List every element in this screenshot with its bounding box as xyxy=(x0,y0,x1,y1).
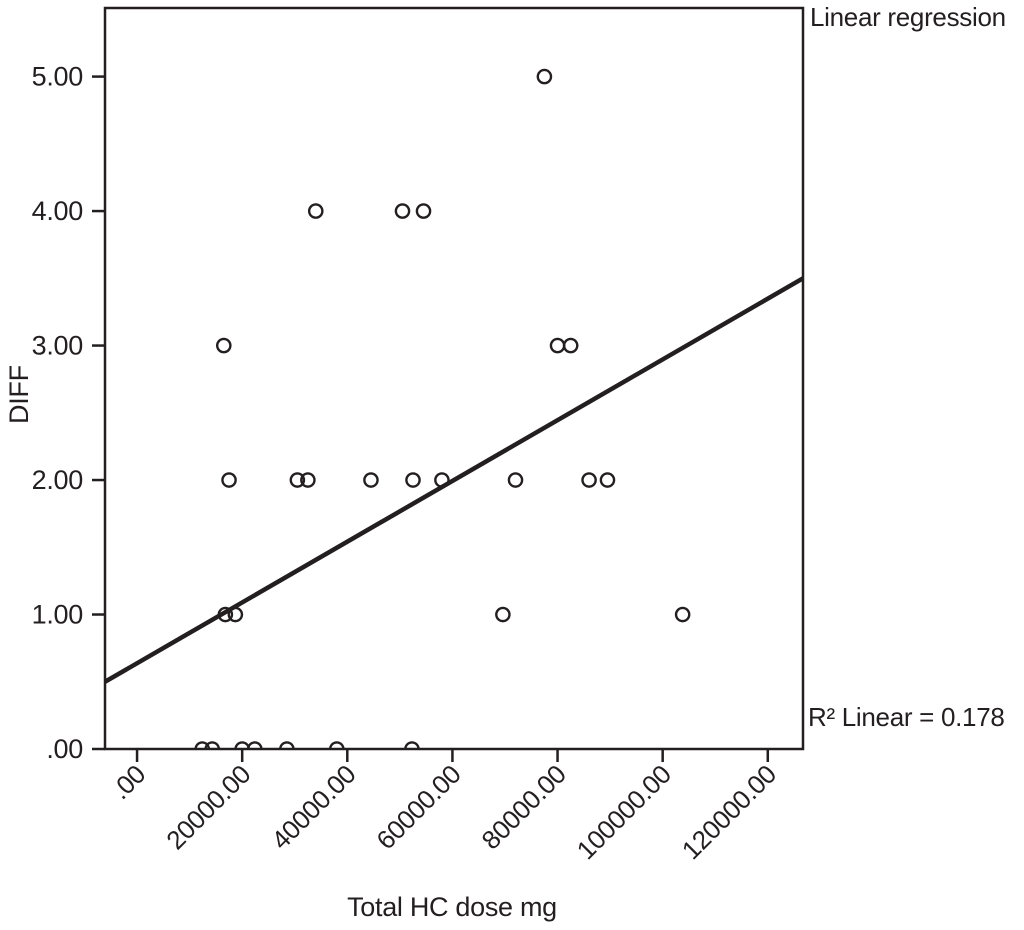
x-tick-label: 40000.00 xyxy=(265,759,361,855)
data-point xyxy=(328,741,345,749)
y-tick-label: 4.00 xyxy=(32,196,83,226)
x-tick-label: 100000.00 xyxy=(571,759,677,865)
data-point xyxy=(227,606,244,623)
x-axis-title: Total HC dose mg xyxy=(347,892,557,922)
chart-title: Linear regression xyxy=(810,2,1006,32)
x-tick-label: 120000.00 xyxy=(676,759,782,865)
data-point xyxy=(204,741,221,749)
data-point xyxy=(549,337,566,354)
data-point xyxy=(307,203,324,219)
y-axis-title: DIFF xyxy=(4,365,34,424)
y-tick-label: 5.00 xyxy=(32,62,83,92)
data-point xyxy=(674,606,691,623)
y-tick-label: 1.00 xyxy=(32,600,83,630)
data-point xyxy=(495,606,511,623)
data-point xyxy=(194,741,211,749)
data-point xyxy=(246,741,263,749)
data-point xyxy=(562,337,579,354)
data-point xyxy=(507,472,524,488)
x-tick-label: 80000.00 xyxy=(476,759,572,855)
data-point xyxy=(394,203,411,219)
data-point xyxy=(300,472,316,488)
data-point xyxy=(581,472,597,488)
data-point xyxy=(289,472,306,488)
x-tick-label: 20000.00 xyxy=(160,759,256,855)
data-point xyxy=(363,472,379,488)
data-point xyxy=(221,472,237,488)
y-tick-label: 3.00 xyxy=(32,331,83,361)
regression-line xyxy=(105,276,803,684)
data-point xyxy=(536,68,553,85)
x-tick-label: 60000.00 xyxy=(370,759,466,855)
data-point xyxy=(405,472,421,488)
data-point xyxy=(217,606,234,623)
data-point xyxy=(434,472,450,488)
data-point xyxy=(415,203,432,219)
data-point xyxy=(599,472,616,488)
y-tick-label: 2.00 xyxy=(32,465,83,495)
data-point xyxy=(279,741,295,749)
x-tick-label: .00 xyxy=(105,759,151,805)
y-tick-label: .00 xyxy=(46,734,83,764)
r2-annotation: R² Linear = 0.178 xyxy=(808,702,1005,732)
plot-frame xyxy=(103,6,805,751)
data-point xyxy=(215,337,232,354)
data-point xyxy=(404,741,420,749)
data-point xyxy=(234,741,250,749)
